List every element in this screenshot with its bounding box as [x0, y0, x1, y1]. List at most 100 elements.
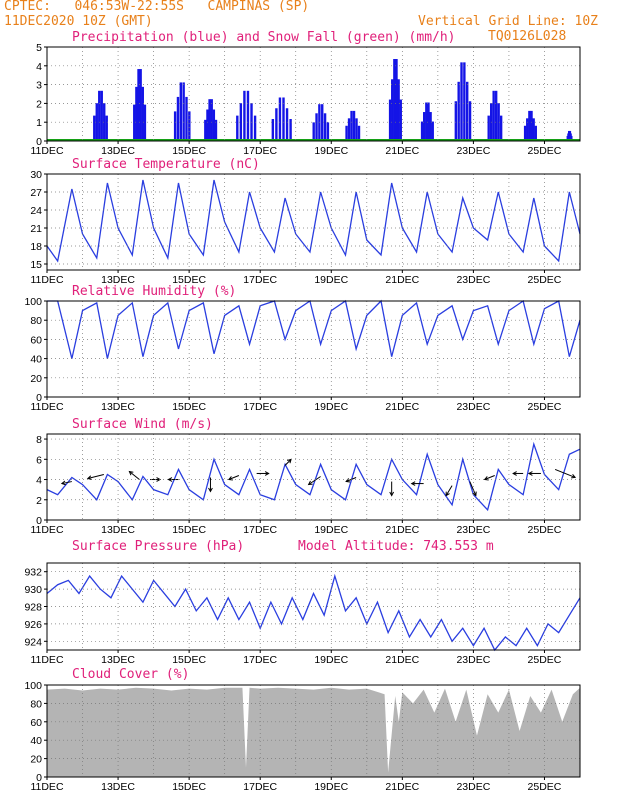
pressure-line	[46, 573, 581, 652]
wind-arrow-head	[527, 471, 533, 476]
precip-ytick-label: 2	[36, 98, 42, 110]
precip-bar	[210, 99, 213, 141]
wind-xtick-label: 21DEC	[385, 524, 419, 536]
precip-bar	[271, 119, 275, 141]
precip-bar	[135, 86, 138, 141]
precip-bar	[100, 90, 103, 141]
wind-title: Surface Wind (m/s)	[72, 417, 213, 432]
cloud-xtick-label: 13DEC	[101, 781, 135, 793]
pressure-frame	[46, 562, 581, 651]
header-grid-note: Vertical Grid Line: 10Z	[418, 14, 599, 29]
precip-bar	[355, 118, 358, 141]
precip-bar	[431, 121, 434, 141]
humidity-frame	[46, 300, 581, 398]
humidity-xtick-label: 17DEC	[243, 401, 277, 413]
pressure-xtick-label: 15DEC	[172, 654, 206, 666]
temp-xtick-label: 19DEC	[314, 274, 348, 286]
precip-bar	[457, 81, 460, 141]
temp-xtick-label: 15DEC	[172, 274, 206, 286]
precip-xtick-label: 19DEC	[314, 145, 348, 157]
precip-bar	[176, 96, 180, 141]
temp-xtick-label: 21DEC	[385, 274, 419, 286]
header-station: CPTEC: 046:53W-22:55S CAMPINAS (SP)	[4, 0, 310, 14]
header-datetime: 11DEC2020 10Z (GMT)	[4, 14, 153, 29]
wind-arrow	[484, 475, 495, 480]
precip-bar	[388, 99, 392, 141]
precip-bar	[275, 108, 278, 141]
cloud-xtick-label: 11DEC	[30, 781, 63, 793]
pressure-annotation: Model Altitude: 743.553 m	[298, 539, 494, 554]
cloud-ytick-label: 0	[36, 772, 42, 784]
precip-ytick-label: 0	[36, 136, 42, 148]
precip-xtick-label: 13DEC	[101, 145, 135, 157]
wind-arrow	[308, 476, 321, 485]
precip-bar	[95, 103, 98, 141]
wind-arrow-head	[264, 471, 270, 476]
precip-bar	[243, 90, 246, 141]
precip-xtick-label: 23DEC	[456, 145, 490, 157]
wind-arrow-head	[445, 491, 450, 497]
precip-xtick-label: 15DEC	[172, 145, 206, 157]
precip-bar	[321, 104, 324, 141]
precip-bar	[350, 110, 353, 141]
precip-xtick-label: 21DEC	[385, 145, 419, 157]
temp-ytick-label: 18	[30, 241, 42, 253]
precip-bar	[188, 111, 191, 141]
precip-bar	[105, 115, 108, 141]
precip-ytick-label: 3	[36, 80, 42, 92]
precip-bar	[206, 109, 209, 141]
precip-ytick-label: 1	[36, 117, 42, 129]
temp-frame	[46, 173, 581, 271]
humidity-xtick-label: 19DEC	[314, 401, 348, 413]
pressure-xtick-label: 25DEC	[528, 654, 562, 666]
precip-bar	[103, 103, 106, 141]
wind-xtick-label: 15DEC	[172, 524, 206, 536]
precip-bar	[143, 104, 147, 141]
pressure-xtick-label: 21DEC	[385, 654, 419, 666]
precip-bar	[534, 125, 537, 141]
temp-title: Surface Temperature (nC)	[72, 157, 260, 172]
temp-ytick-label: 21	[30, 223, 42, 235]
precip-bar	[397, 79, 400, 141]
header-code: TQ0126L028	[488, 29, 567, 44]
temp-ytick-label: 27	[30, 187, 42, 199]
precip-bar	[212, 109, 216, 141]
wind-arrow-head	[156, 477, 162, 482]
temp-line	[46, 179, 581, 263]
humidity-xtick-label: 23DEC	[456, 401, 490, 413]
cloud-ytick-label: 80	[30, 698, 42, 710]
precip-bar	[326, 122, 330, 141]
precip-bar	[395, 59, 398, 141]
pressure-title: Surface Pressure (hPa)	[72, 539, 244, 554]
precip-bar	[185, 96, 188, 141]
wind-ytick-label: 4	[36, 475, 42, 487]
precip-xtick-label: 17DEC	[243, 145, 277, 157]
precip-bar	[429, 112, 432, 141]
wind-arrow-head	[410, 481, 416, 486]
precip-bar	[399, 99, 402, 141]
humidity-ytick-label: 20	[30, 373, 42, 385]
wind-ytick-label: 6	[36, 454, 42, 466]
precip-bar	[425, 102, 428, 141]
wind-arrow-head	[208, 487, 213, 493]
wind-arrow	[469, 481, 477, 496]
pressure-ytick-label: 928	[24, 602, 42, 614]
precip-bar	[420, 121, 424, 141]
precip-xtick-label: 25DEC	[528, 145, 562, 157]
precip-bar	[98, 90, 101, 141]
precip-bar	[214, 119, 218, 141]
precip-bar	[352, 110, 356, 141]
wind-xtick-label: 13DEC	[101, 524, 135, 536]
precip-bar	[141, 86, 144, 141]
pressure-xtick-label: 13DEC	[101, 654, 135, 666]
wind-arrow	[284, 459, 292, 466]
precip-bar	[278, 97, 282, 141]
wind-frame	[46, 433, 581, 521]
precip-bar	[323, 113, 327, 141]
humidity-xtick-label: 13DEC	[101, 401, 135, 413]
precip-title: Precipitation (blue) and Snow Fall (gree…	[72, 30, 456, 45]
wind-line	[46, 441, 581, 512]
cloud-ytick-label: 60	[30, 717, 42, 729]
wind-xtick-label: 19DEC	[314, 524, 348, 536]
